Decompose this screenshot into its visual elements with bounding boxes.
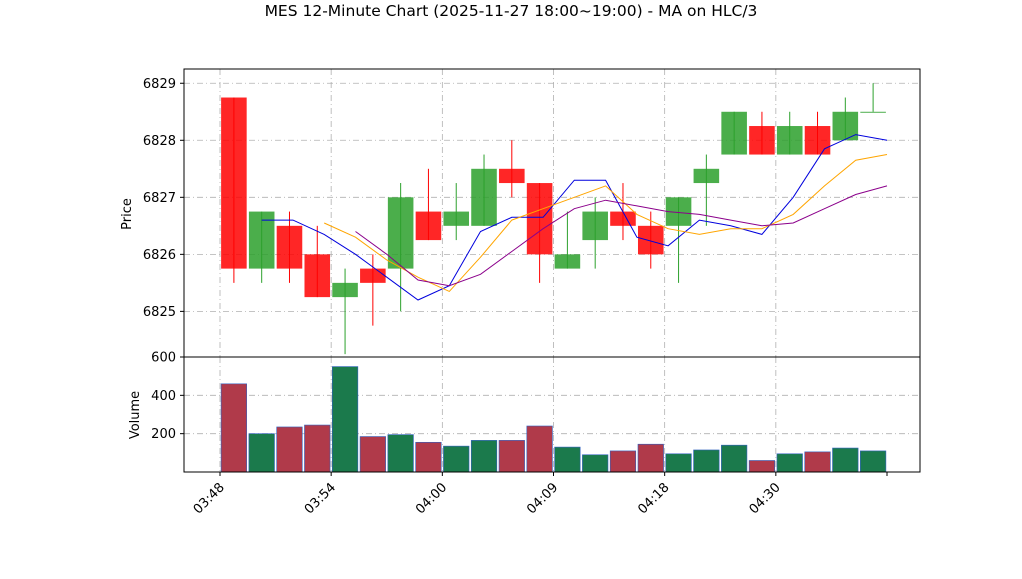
candle-body: [276, 225, 303, 269]
candle-body: [721, 111, 747, 155]
candle-body: [582, 211, 608, 241]
candle: [804, 111, 831, 155]
candle: [582, 197, 608, 269]
candle: [360, 254, 386, 326]
volume-bar: [526, 425, 553, 473]
volume-bar: [609, 450, 637, 473]
price-tick-label: 6828: [143, 134, 176, 149]
price-tick-label: 6827: [143, 191, 176, 206]
ma-line-3: [355, 185, 888, 287]
volume-bar: [665, 453, 692, 473]
x-tick-label: 03:54: [302, 480, 339, 517]
candle: [554, 211, 581, 269]
x-tick-label: 04:30: [747, 480, 784, 517]
volume-tick-label: 200: [151, 427, 176, 442]
candle: [860, 83, 886, 113]
volume-bar: [443, 445, 470, 473]
candle: [276, 211, 303, 283]
volume-bar: [220, 383, 247, 473]
price-tick-label: 6825: [143, 305, 176, 320]
candle-body: [804, 126, 831, 155]
volume-bar: [637, 443, 664, 473]
candle: [499, 140, 525, 198]
volume-bar: [776, 453, 803, 473]
candle: [526, 183, 553, 283]
candle-body: [776, 126, 803, 155]
price-tick-label: 6826: [143, 248, 176, 263]
volume-bar: [804, 451, 831, 473]
ma-line-1: [261, 134, 888, 301]
volume-bar: [832, 447, 859, 473]
chart-title: MES 12-Minute Chart (2025-11-27 18:00~19…: [265, 2, 758, 20]
volume-bar: [304, 424, 331, 473]
volume-bar: [554, 446, 581, 473]
price-candles: [221, 83, 886, 355]
volume-bar: [248, 433, 275, 473]
candle: [749, 111, 775, 155]
candle-body: [221, 97, 247, 269]
candle-body: [637, 225, 664, 255]
candle: [665, 197, 692, 283]
candle-body: [554, 254, 581, 269]
candle-body: [304, 254, 331, 298]
candle: [832, 97, 859, 141]
candle-body: [693, 168, 720, 184]
candle-body: [832, 111, 859, 141]
candle-body: [415, 211, 442, 241]
candle-body: [471, 168, 497, 226]
candle: [637, 211, 664, 269]
volume-bar: [359, 436, 386, 473]
candle-body: [610, 211, 636, 226]
volume-bars: [220, 366, 887, 473]
volume-axis-label: Volume: [128, 391, 143, 439]
candle-body: [860, 111, 886, 113]
candle: [693, 154, 720, 226]
volume-bar: [860, 450, 887, 473]
x-tick-label: 04:18: [635, 480, 672, 517]
candle-body: [443, 211, 470, 226]
candle: [471, 154, 497, 226]
volume-bar: [498, 440, 525, 473]
candle: [304, 225, 331, 298]
volume-bar: [693, 449, 720, 473]
volume-panel-frame: [183, 356, 921, 473]
candle: [776, 111, 803, 155]
volume-bar: [470, 440, 498, 473]
candle: [721, 111, 747, 155]
candle: [332, 268, 358, 355]
candle-body: [499, 168, 525, 184]
candle: [415, 168, 442, 241]
candle-body: [248, 211, 275, 269]
moving-average-lines: [261, 134, 888, 301]
candle-body: [526, 183, 553, 255]
candle: [443, 183, 470, 241]
volume-bar: [387, 434, 414, 473]
ma-line-2: [323, 154, 888, 293]
x-tick-label: 04:00: [413, 480, 450, 517]
candle-body: [749, 126, 775, 155]
candle: [221, 97, 247, 283]
candle-body: [360, 268, 386, 283]
candle: [248, 211, 275, 283]
volume-bar: [582, 454, 609, 473]
volume-tick-label: 400: [151, 389, 176, 404]
candle: [387, 183, 414, 312]
candle-body: [387, 197, 414, 269]
x-tick-label: 03:48: [191, 480, 228, 517]
volume-tick-label: 600: [151, 351, 176, 366]
price-y-axis: 6825 6826 6827 6828 6829: [143, 77, 184, 320]
volume-bar: [748, 460, 776, 473]
price-tick-label: 6829: [143, 77, 176, 92]
x-tick-label: 04:09: [524, 480, 561, 517]
volume-y-axis: 200 400 600: [151, 351, 184, 442]
volume-bar: [331, 366, 359, 473]
volume-bar: [276, 426, 303, 473]
x-axis: 03:48 03:54 04:00 04:09 04:18 04:30: [191, 472, 888, 517]
price-axis-label: Price: [120, 198, 135, 230]
volume-bar: [721, 444, 748, 473]
candle-body: [332, 282, 358, 298]
volume-bar: [415, 441, 442, 473]
